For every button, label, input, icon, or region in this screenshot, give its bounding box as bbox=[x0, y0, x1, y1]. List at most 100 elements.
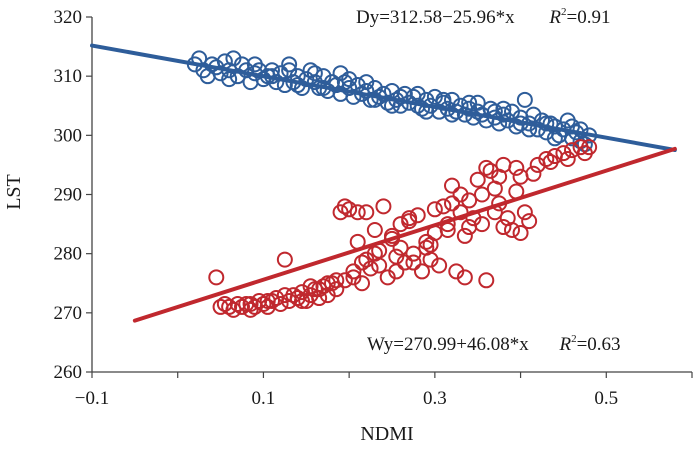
wet-point bbox=[336, 272, 353, 289]
y-tick-label: 290 bbox=[54, 185, 83, 206]
dry-point bbox=[516, 91, 533, 108]
wet-point bbox=[276, 287, 293, 304]
wet-point bbox=[559, 151, 576, 167]
wet-trendline bbox=[132, 146, 677, 323]
wet-point bbox=[276, 251, 293, 268]
wet-point bbox=[414, 263, 430, 280]
wet-point bbox=[345, 263, 362, 280]
wet-point bbox=[495, 156, 512, 173]
wet-point bbox=[478, 159, 495, 176]
dry-equation-label: Dy=312.58−25.96*x R2=0.91 bbox=[356, 6, 610, 28]
dry-point bbox=[542, 115, 559, 132]
wet-point bbox=[388, 263, 405, 280]
dry-point bbox=[461, 94, 478, 111]
dry-point bbox=[576, 136, 593, 153]
wet-point bbox=[328, 272, 345, 289]
dry-point bbox=[366, 91, 383, 108]
dry-point bbox=[358, 74, 375, 91]
wet-point bbox=[392, 216, 409, 233]
wet-point bbox=[469, 171, 486, 188]
wet-point bbox=[229, 295, 246, 312]
wet-point bbox=[396, 254, 413, 271]
wet-point bbox=[456, 227, 473, 244]
y-tick-label: 310 bbox=[54, 66, 83, 87]
wet-point bbox=[444, 195, 460, 212]
wet-point bbox=[495, 219, 512, 236]
wet-point bbox=[525, 165, 542, 182]
wet-equation-label: Wy=270.99+46.08*x R2=0.63 bbox=[367, 333, 621, 355]
dry-point bbox=[281, 56, 298, 73]
wet-point bbox=[521, 213, 538, 230]
wet-point bbox=[259, 293, 276, 309]
x-tick-label: 0.5 bbox=[594, 388, 618, 409]
wet-point bbox=[375, 198, 392, 215]
wet-point bbox=[474, 186, 490, 203]
wet-point bbox=[354, 275, 370, 292]
wet-point bbox=[349, 204, 366, 221]
wet-point bbox=[405, 254, 422, 271]
wet-point bbox=[435, 198, 452, 215]
dry-point bbox=[495, 100, 512, 117]
dry-point bbox=[409, 85, 426, 102]
wet-point bbox=[508, 159, 525, 176]
dry-point bbox=[572, 121, 589, 138]
wet-point bbox=[336, 198, 353, 215]
wet-point bbox=[486, 180, 503, 197]
wet-point bbox=[302, 278, 319, 295]
y-tick-label: 320 bbox=[54, 7, 83, 28]
series-layer bbox=[186, 50, 598, 318]
dry-point bbox=[276, 77, 293, 94]
wet-point bbox=[456, 269, 473, 286]
wet-point bbox=[461, 192, 478, 209]
wet-point bbox=[255, 295, 272, 312]
y-tick-label: 260 bbox=[54, 362, 83, 383]
dry-point bbox=[294, 80, 310, 96]
wet-point bbox=[208, 269, 225, 286]
y-axis: 260 270 280 290 300 310 320 bbox=[54, 7, 93, 383]
wet-point bbox=[512, 168, 529, 185]
wet-point bbox=[392, 239, 409, 256]
wet-point bbox=[444, 177, 460, 194]
dry-point bbox=[392, 88, 409, 105]
wet-point bbox=[264, 293, 280, 309]
wet-point bbox=[242, 295, 259, 312]
wet-point bbox=[405, 245, 422, 262]
wet-point bbox=[452, 204, 469, 221]
x-tick-label: 0.3 bbox=[423, 388, 447, 409]
dry-point bbox=[469, 94, 486, 111]
wet-point bbox=[311, 281, 328, 298]
dry-point bbox=[546, 130, 563, 147]
wet-point bbox=[366, 222, 383, 238]
y-axis-title: LST bbox=[3, 174, 25, 210]
trendline-layer bbox=[90, 43, 677, 323]
x-axis: −0.1 0.1 0.3 0.5 bbox=[75, 371, 693, 409]
wet-point bbox=[234, 298, 250, 315]
wet-point bbox=[538, 151, 555, 167]
wet-point bbox=[504, 222, 520, 238]
wet-point bbox=[306, 281, 323, 298]
wet-point bbox=[478, 272, 495, 289]
dry-point bbox=[358, 82, 375, 99]
wet-point bbox=[426, 201, 443, 218]
dry-point bbox=[414, 100, 430, 117]
wet-point bbox=[431, 257, 448, 274]
wet-point bbox=[418, 239, 435, 256]
dry-point bbox=[538, 115, 555, 132]
wet-point bbox=[358, 204, 375, 221]
wet-point bbox=[422, 236, 439, 253]
wet-point bbox=[221, 298, 238, 315]
y-tick-label: 300 bbox=[54, 125, 83, 146]
wet-point bbox=[294, 293, 310, 309]
wet-point bbox=[542, 153, 559, 170]
dry-trendline bbox=[90, 43, 677, 152]
wet-point bbox=[512, 224, 529, 241]
x-tick-label: −0.1 bbox=[75, 388, 109, 409]
wet-point bbox=[581, 139, 598, 156]
wet-point bbox=[354, 254, 370, 271]
wet-point bbox=[341, 201, 358, 218]
plot-area: 260 270 280 290 300 310 320 −0.1 0.1 0.3 0.5 bbox=[54, 7, 693, 409]
wet-point bbox=[418, 233, 435, 250]
y-tick-label: 280 bbox=[54, 244, 83, 265]
dry-point bbox=[306, 65, 323, 82]
x-tick-label: 0.1 bbox=[252, 388, 276, 409]
